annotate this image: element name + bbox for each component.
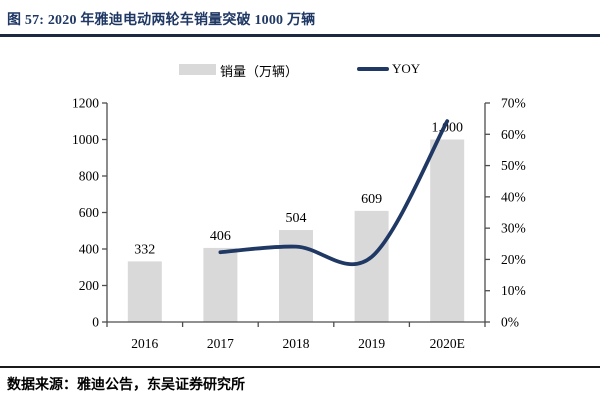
left-axis-tick-label: 400 <box>79 242 100 257</box>
right-axis-tick-label: 60% <box>501 127 526 142</box>
left-axis-tick-label: 600 <box>79 205 100 220</box>
bar-2016 <box>127 261 162 322</box>
right-axis-tick-label: 50% <box>501 158 526 173</box>
bar-value-label-2020E: 1,000 <box>431 121 463 136</box>
right-axis-tick-label: 30% <box>501 221 526 236</box>
left-axis-tick-label: 200 <box>79 278 100 293</box>
left-axis-tick-label: 1000 <box>72 132 99 147</box>
legend-line-swatch <box>357 67 389 71</box>
left-axis-tick-label: 800 <box>79 169 100 184</box>
bar-value-label-2019: 609 <box>361 192 382 207</box>
left-axis-tick-label: 1200 <box>72 96 99 111</box>
legend-bar-swatch <box>179 64 216 75</box>
x-axis-label-2019: 2019 <box>358 336 385 351</box>
right-axis-tick-label: 70% <box>501 96 526 111</box>
bar-value-label-2016: 332 <box>134 242 155 257</box>
bar-2020E <box>430 139 465 322</box>
yoy-line <box>218 119 450 266</box>
x-axis-label-2017: 2017 <box>207 336 234 351</box>
bar-value-label-2018: 504 <box>286 211 307 226</box>
bar-2017 <box>203 247 238 322</box>
legend-bar-label: 销量（万辆） <box>220 64 299 79</box>
x-axis-label-2018: 2018 <box>283 336 310 351</box>
right-axis-tick-label: 10% <box>501 283 526 298</box>
figure-title: 图 57: 2020 年雅迪电动两轮车销量突破 1000 万辆 <box>7 13 316 28</box>
data-source-note: 数据来源：雅迪公告，东吴证券研究所 <box>7 378 245 393</box>
title-divider-line <box>0 34 600 37</box>
bar-value-label-2017: 406 <box>210 229 231 244</box>
right-axis-tick-label: 20% <box>501 252 526 267</box>
footer-divider-line <box>0 366 600 368</box>
x-axis-label-2020E: 2020E <box>430 336 465 351</box>
right-axis-tick-label: 40% <box>501 189 526 204</box>
right-axis-tick-label: 0% <box>501 315 519 330</box>
legend-line-label: YOY <box>392 61 421 76</box>
bar-2019 <box>354 210 389 322</box>
left-axis-tick-label: 0 <box>92 315 99 330</box>
bar-2018 <box>279 230 313 322</box>
x-axis-label-2016: 2016 <box>131 336 158 351</box>
